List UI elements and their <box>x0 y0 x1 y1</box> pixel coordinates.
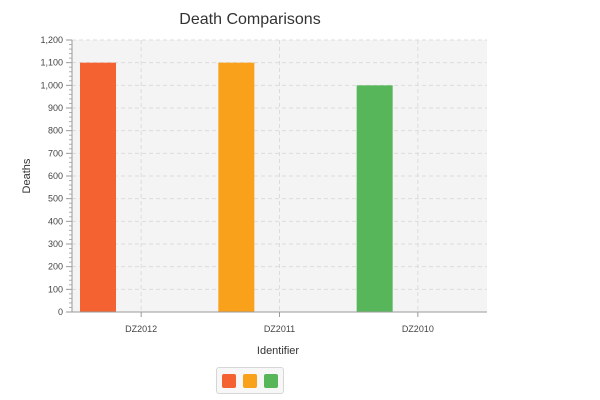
bars <box>80 62 393 312</box>
y-tick-label: 1,200 <box>40 35 63 45</box>
y-tick-label: 1,100 <box>40 58 63 68</box>
bar-dz2011 <box>218 62 255 312</box>
legend-swatch-dz2010[interactable] <box>264 374 278 388</box>
y-tick-label: 900 <box>48 103 63 113</box>
y-tick-label: 200 <box>48 262 63 272</box>
bar-dz2012 <box>80 62 116 312</box>
y-axis-label: Deaths <box>21 158 33 193</box>
x-tick-label: DZ2011 <box>264 324 295 334</box>
y-tick-label: 300 <box>48 239 63 249</box>
y-tick-label: 700 <box>48 148 63 158</box>
x-tick-label: DZ2012 <box>125 324 157 334</box>
y-tick-label: 800 <box>48 126 63 136</box>
x-tick-label: DZ2010 <box>402 324 434 334</box>
bar-dz2010 <box>356 85 393 312</box>
chart-title: Death Comparisons <box>179 11 320 28</box>
legend <box>216 367 284 394</box>
legend-swatch-dz2012[interactable] <box>222 374 236 388</box>
y-tick-label: 0 <box>58 307 63 317</box>
grid-lines <box>72 39 487 312</box>
y-tick-label: 500 <box>48 194 63 204</box>
y-tick-label: 1,000 <box>40 80 63 90</box>
y-tick-label: 400 <box>48 216 63 226</box>
x-axis: DZ2012 DZ2011 DZ2010 <box>72 311 487 334</box>
y-tick-label: 600 <box>48 171 63 181</box>
x-axis-label: Identifier <box>257 345 300 357</box>
y-axis: 0 100 200 300 400 500 600 700 800 900 1,000 1,100 1,… <box>40 35 73 317</box>
y-tick-label: 100 <box>48 284 63 294</box>
legend-swatch-dz2011[interactable] <box>243 374 257 388</box>
